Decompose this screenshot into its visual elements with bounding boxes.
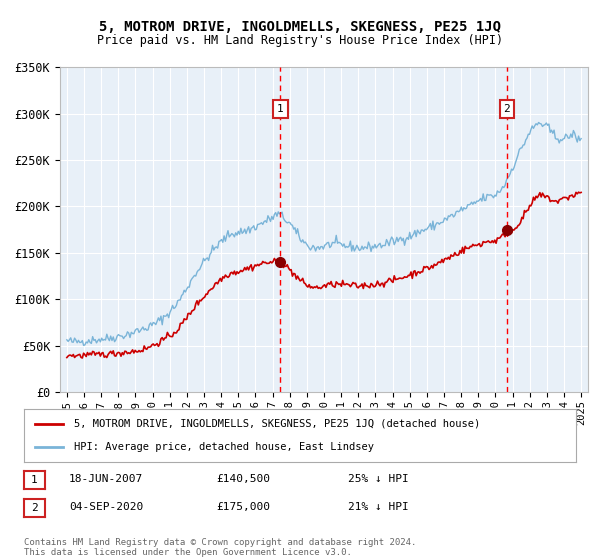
Text: 5, MOTROM DRIVE, INGOLDMELLS, SKEGNESS, PE25 1JQ (detached house): 5, MOTROM DRIVE, INGOLDMELLS, SKEGNESS, … — [74, 419, 480, 429]
Text: 5, MOTROM DRIVE, INGOLDMELLS, SKEGNESS, PE25 1JQ: 5, MOTROM DRIVE, INGOLDMELLS, SKEGNESS, … — [99, 20, 501, 34]
Text: 1: 1 — [31, 475, 38, 485]
Text: 25% ↓ HPI: 25% ↓ HPI — [348, 474, 409, 484]
Text: 2: 2 — [31, 503, 38, 513]
Text: Price paid vs. HM Land Registry's House Price Index (HPI): Price paid vs. HM Land Registry's House … — [97, 34, 503, 46]
Text: Contains HM Land Registry data © Crown copyright and database right 2024.
This d: Contains HM Land Registry data © Crown c… — [24, 538, 416, 557]
Text: 1: 1 — [277, 104, 284, 114]
Text: 04-SEP-2020: 04-SEP-2020 — [69, 502, 143, 512]
Text: £175,000: £175,000 — [216, 502, 270, 512]
Text: 2: 2 — [503, 104, 510, 114]
Text: 21% ↓ HPI: 21% ↓ HPI — [348, 502, 409, 512]
Text: HPI: Average price, detached house, East Lindsey: HPI: Average price, detached house, East… — [74, 442, 374, 452]
Text: 18-JUN-2007: 18-JUN-2007 — [69, 474, 143, 484]
Text: £140,500: £140,500 — [216, 474, 270, 484]
